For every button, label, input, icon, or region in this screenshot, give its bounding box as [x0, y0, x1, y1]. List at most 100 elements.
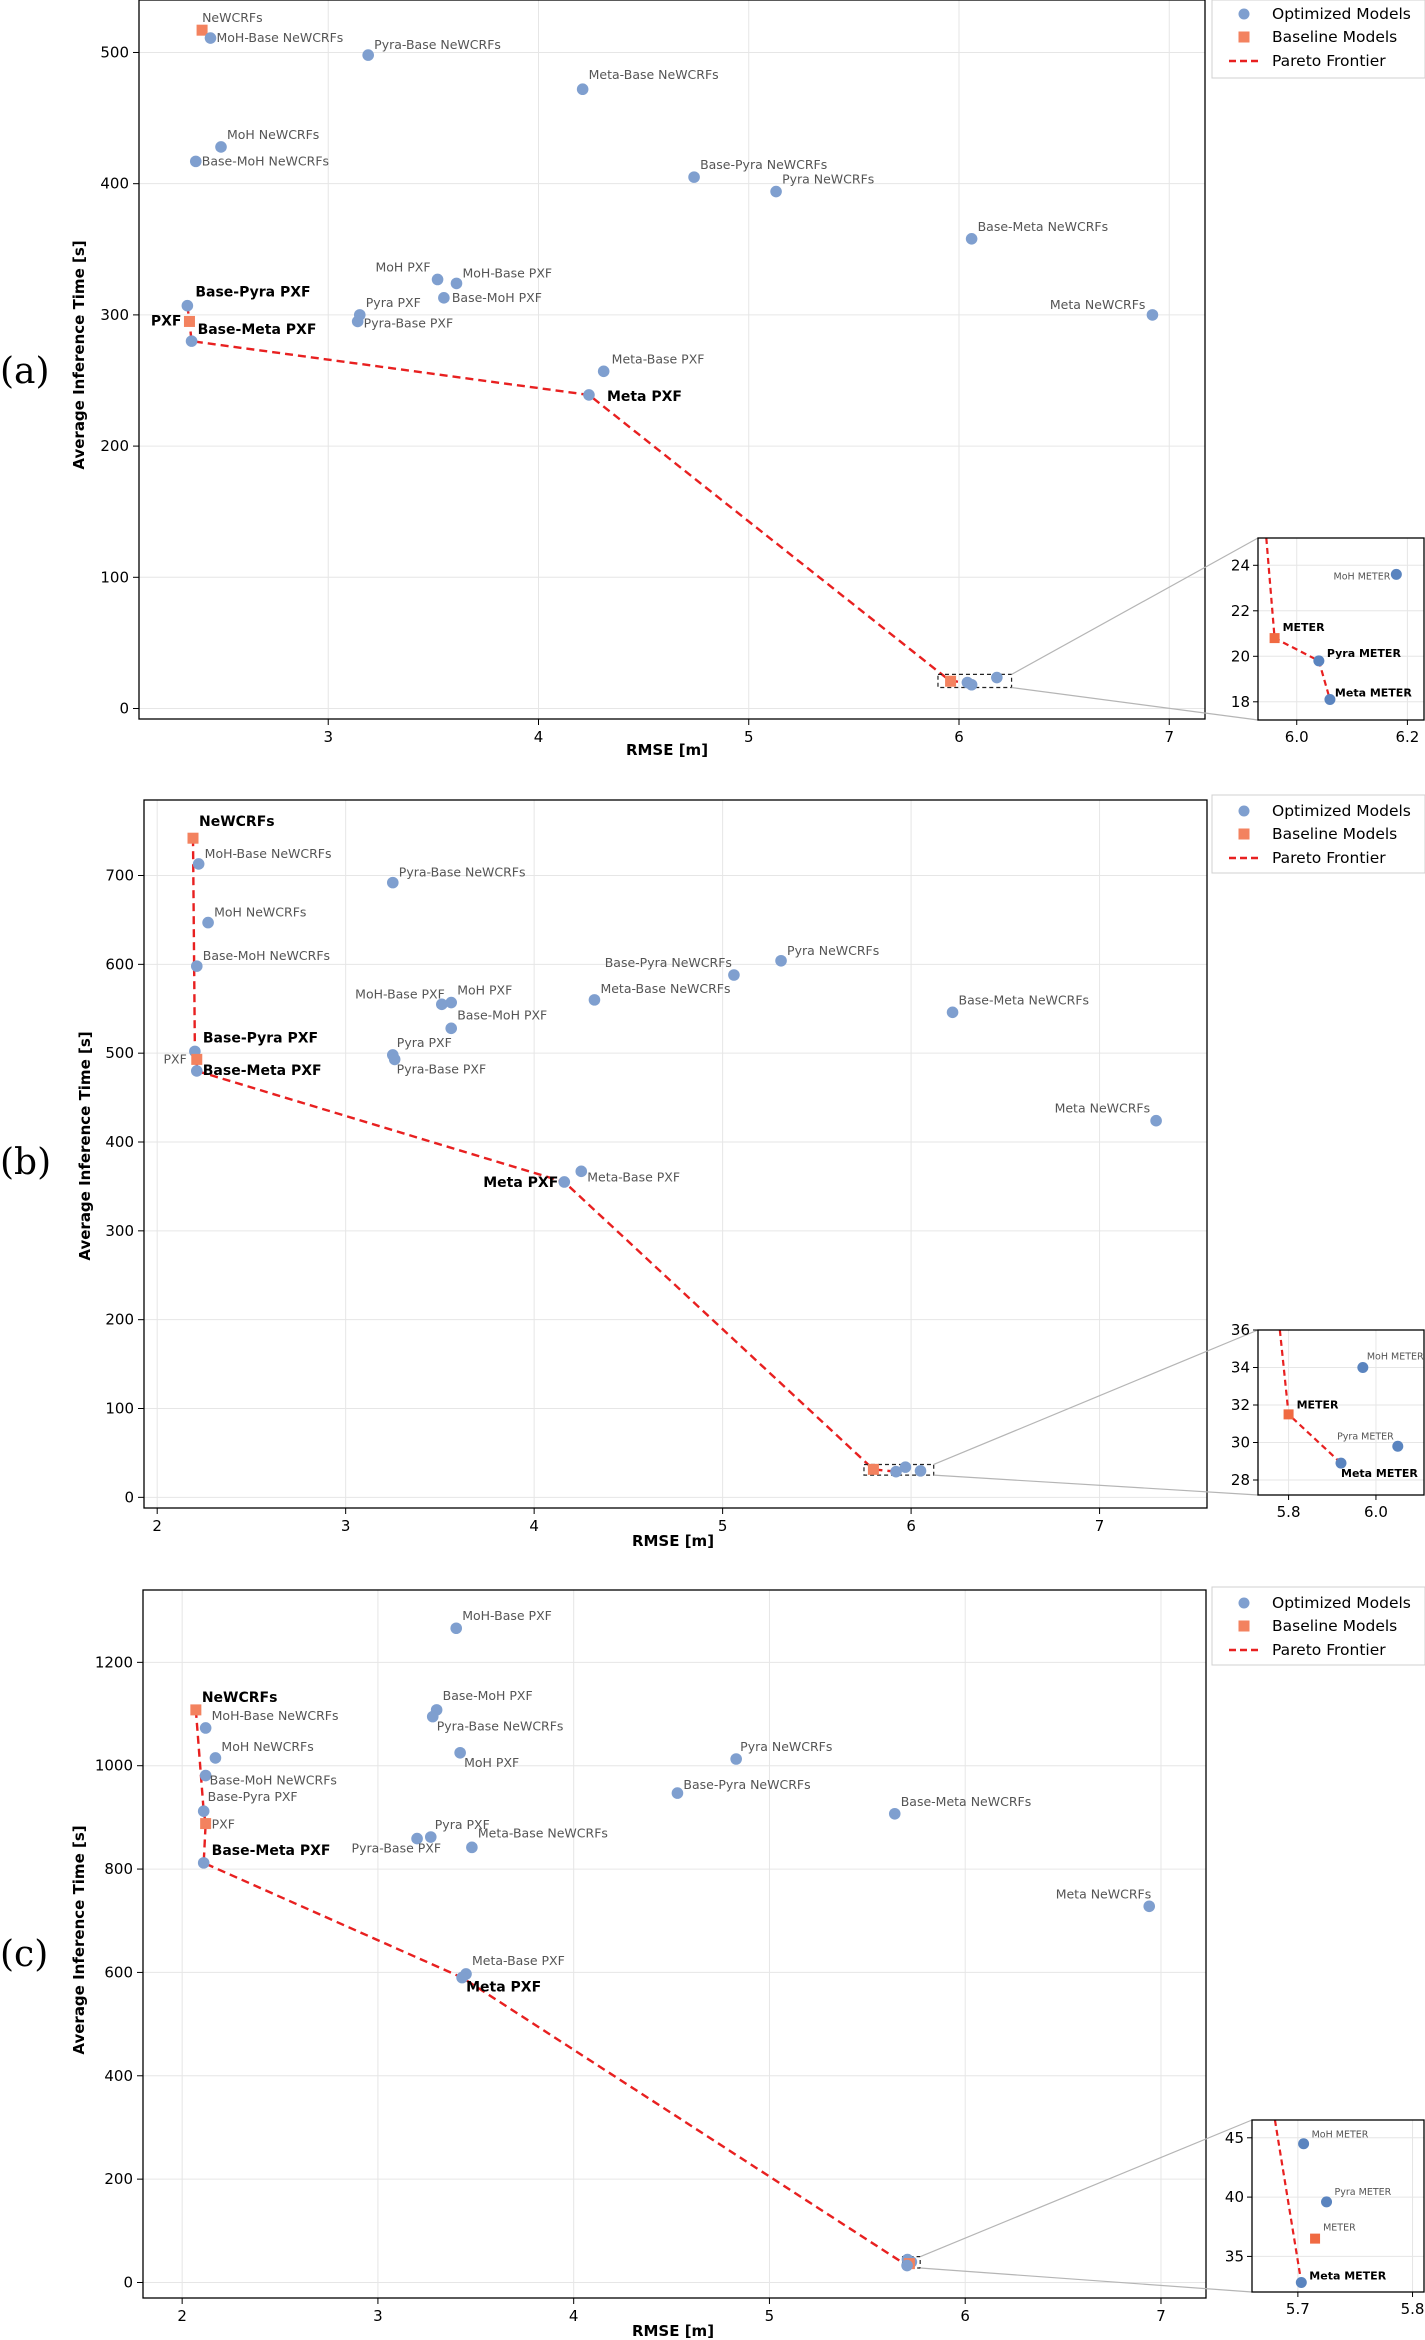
- point-moh-base-newcrfs: [192, 858, 205, 870]
- panel-c: (c) RMSE [m] Average Inference Time [s] …: [0, 1586, 1425, 2340]
- main-plot: 2 3 4 5 6 7 0 100 200 300 400 500 600 700 NeWCRFs MoH-B…: [105, 799, 1208, 1535]
- point-base-pyra-newcrfs: [688, 171, 700, 183]
- point-label-meta-pxf: Meta PXF: [483, 1175, 558, 1191]
- point-meta-base-newcrfs: [588, 994, 601, 1006]
- point-meta-base-newcrfs: [466, 1841, 478, 1854]
- legend-baseline-marker: [1238, 31, 1250, 43]
- point-base-pyra-newcrfs: [728, 969, 740, 981]
- inset-plot: MoH METER Pyra METER METER Meta METER 5.7 5.8…: [1225, 2119, 1425, 2318]
- legend-baseline-label: Baseline Models: [1272, 825, 1397, 843]
- y-tick-label: 100: [105, 1400, 134, 1418]
- panel-a-xlabel: RMSE [m]: [626, 741, 708, 759]
- point-moh-base-newcrfs: [204, 32, 217, 44]
- legend-pareto-label: Pareto Frontier: [1272, 1641, 1386, 1659]
- point-meta-pxf: [583, 389, 595, 401]
- point-label-pyra-base-pxf: Pyra-Base PXF: [364, 315, 454, 330]
- legend-optimized-marker: [1238, 8, 1250, 20]
- legend-optimized-label: Optimized Models: [1272, 5, 1411, 23]
- inset-label-pyra-meter: Pyra METER: [1327, 647, 1402, 660]
- panel-b: (b) RMSE [m] Average Inference Time [s] …: [0, 794, 1425, 1550]
- pareto-frontier-line: [194, 1709, 908, 2267]
- point-label-meta-newcrfs: Meta NeWCRFs: [1056, 1886, 1152, 1901]
- x-tick-label: 3: [341, 1517, 351, 1535]
- y-tick-label: 200: [105, 1311, 134, 1329]
- point-label-pyra-newcrfs: Pyra NeWCRFs: [782, 172, 874, 187]
- point-pyra-base-newcrfs: [362, 49, 374, 61]
- point-label-newcrfs: NeWCRFs: [202, 10, 263, 25]
- point-label-base-pyra-pxf: Base-Pyra PXF: [195, 285, 310, 301]
- point-meta-meter: [965, 678, 978, 691]
- x-tick-label: 2: [152, 1517, 162, 1535]
- point-label-moh-base-newcrfs: MoH-Base NeWCRFs: [216, 30, 343, 45]
- x-tick-label: 5: [765, 2307, 775, 2325]
- inset-label-meta-meter: Meta METER: [1335, 687, 1412, 700]
- point-pxf: [200, 1818, 212, 1830]
- point-label-base-meta-newcrfs: Base-Meta NeWCRFs: [978, 219, 1108, 234]
- inset-point-meter: [1269, 633, 1280, 644]
- point-label-pyra-base-newcrfs: Pyra-Base NeWCRFs: [374, 37, 501, 52]
- point-label-base-moh-pxf: Base-MoH PXF: [457, 1007, 547, 1022]
- point-label-meta-base-newcrfs: Meta-Base NeWCRFs: [600, 981, 730, 996]
- inset-y-tick-label: 18: [1231, 693, 1250, 711]
- inset-point-meta-meter: [1335, 1457, 1347, 1469]
- point-meta-newcrfs: [1150, 1114, 1162, 1127]
- point-label-pyra-pxf: Pyra PXF: [435, 1817, 490, 1832]
- point-label-base-moh-newcrfs: Base-MoH NeWCRFs: [203, 948, 330, 963]
- point-label-meta-newcrfs: Meta NeWCRFs: [1050, 297, 1146, 312]
- inset-x-tick-label: 5.8: [1277, 1503, 1301, 1521]
- x-tick-label: 6: [960, 2307, 970, 2325]
- inset-x-tick-label: 5.8: [1401, 2300, 1425, 2318]
- y-tick-label: 0: [123, 2273, 133, 2291]
- inset-label-meter: METER: [1323, 2223, 1356, 2234]
- panel-c-xlabel: RMSE [m]: [632, 2322, 714, 2340]
- inset-y-tick-label: 32: [1231, 1396, 1250, 1414]
- point-label-pyra-base-newcrfs: Pyra-Base NeWCRFs: [399, 865, 526, 880]
- legend-baseline-marker: [1238, 828, 1250, 840]
- point-base-meta-pxf: [197, 1857, 210, 1869]
- point-moh-pxf: [431, 273, 444, 286]
- inset-point-pyra-meter: [1321, 2196, 1333, 2208]
- inset-background: [1258, 538, 1424, 720]
- point-label-meta-base-pxf: Meta-Base PXF: [472, 1953, 565, 1968]
- point-newcrfs: [187, 832, 199, 844]
- x-tick-label: 6: [954, 728, 964, 746]
- inset-label-meta-meter: Meta METER: [1341, 1467, 1418, 1480]
- inset-pareto-line: [1265, 538, 1331, 700]
- inset-y-tick-label: 28: [1231, 1471, 1250, 1489]
- inset-x-tick-label: 6.2: [1395, 728, 1419, 746]
- point-label-meta-base-newcrfs: Meta-Base NeWCRFs: [478, 1825, 608, 1840]
- inset-y-tick-label: 24: [1231, 556, 1250, 574]
- y-tick-label: 800: [104, 1860, 133, 1878]
- point-label-moh-newcrfs: MoH NeWCRFs: [221, 1739, 313, 1754]
- inset-point-moh-meter: [1390, 568, 1402, 580]
- inset-y-tick-label: 45: [1225, 2129, 1244, 2147]
- y-tick-label: 600: [105, 955, 134, 973]
- inset-x-tick-label: 6.0: [1285, 728, 1309, 746]
- inset-x-tick-label: 5.7: [1286, 2300, 1310, 2318]
- point-label-moh-newcrfs: MoH NeWCRFs: [214, 905, 306, 920]
- y-tick-label: 300: [100, 306, 129, 324]
- point-moh-base-newcrfs: [199, 1722, 212, 1734]
- point-label-moh-base-pxf: MoH-Base PXF: [355, 986, 445, 1001]
- point-base-meta-newcrfs: [965, 232, 978, 245]
- point-meta-newcrfs: [1143, 1900, 1156, 1913]
- inset-point-meta-meter: [1295, 2277, 1307, 2289]
- zoom-connector: [1011, 686, 1259, 721]
- inset-label-meta-meter: Meta METER: [1309, 2270, 1386, 2283]
- point-meta-meter: [890, 1465, 902, 1478]
- point-meta-meter: [901, 2259, 913, 2272]
- point-label-moh-pxf: MoH PXF: [375, 259, 430, 274]
- point-label-base-pyra-pxf: Base-Pyra PXF: [208, 1789, 298, 1804]
- inset-label-moh-meter: MoH METER: [1367, 1352, 1424, 1363]
- point-base-meta-newcrfs: [946, 1006, 959, 1019]
- point-label-base-pyra-newcrfs: Base-Pyra NeWCRFs: [700, 157, 827, 172]
- point-base-pyra-pxf: [197, 1805, 210, 1817]
- legend-optimized-marker: [1238, 1597, 1250, 1609]
- inset-point-pyra-meter: [1313, 655, 1325, 667]
- inset-y-tick-label: 22: [1231, 602, 1250, 620]
- point-label-base-meta-newcrfs: Base-Meta NeWCRFs: [959, 992, 1089, 1007]
- inset-plot: MoH METER METER Pyra METER Meta METER 5.8 6.0…: [1231, 1321, 1425, 1521]
- point-label-meta-base-newcrfs: Meta-Base NeWCRFs: [589, 67, 719, 82]
- point-label-pyra-newcrfs: Pyra NeWCRFs: [740, 1739, 832, 1754]
